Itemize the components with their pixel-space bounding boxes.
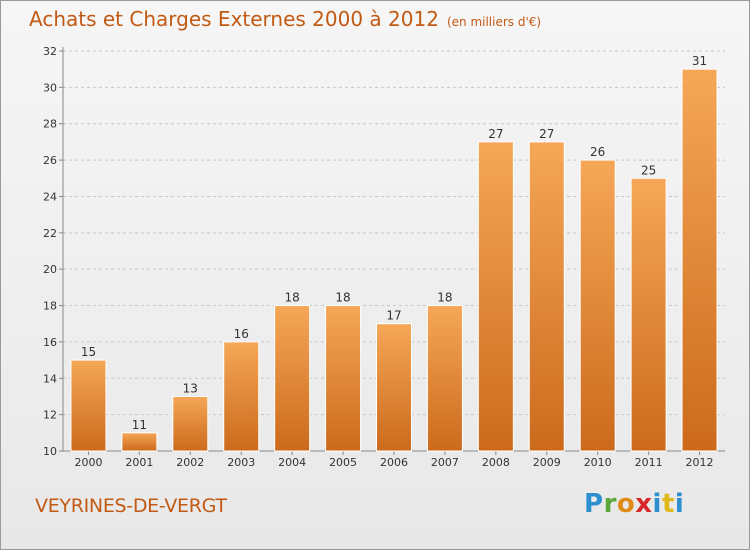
- y-tick-label: 32: [43, 45, 57, 58]
- bar-2005: [325, 305, 362, 452]
- bar-2003: [223, 341, 260, 452]
- data-label-2003: 16: [234, 327, 249, 341]
- x-tick-label: 2004: [278, 456, 306, 469]
- bars: [70, 68, 718, 452]
- bar-2010: [579, 159, 616, 452]
- bar-2004: [274, 305, 311, 452]
- y-tick-label: 10: [43, 445, 57, 458]
- x-tick-label: 2012: [686, 456, 714, 469]
- data-label-2011: 25: [641, 163, 656, 177]
- y-tick-label: 18: [43, 300, 57, 313]
- chart-title: Achats et Charges Externes 2000 à 2012 (e…: [29, 7, 541, 31]
- bar-2000: [70, 359, 107, 452]
- y-tick-label: 22: [43, 227, 57, 240]
- y-tick-label: 14: [43, 372, 57, 385]
- data-label-2002: 13: [183, 381, 198, 395]
- x-tick-label: 2008: [482, 456, 510, 469]
- title-main: Achats et Charges Externes 2000 à 2012: [29, 7, 439, 31]
- data-labels: 15 11 13 16 18 18 17 18 27 27 26 25 31: [81, 54, 707, 432]
- data-label-2004: 18: [285, 291, 300, 305]
- y-tick-label: 28: [43, 118, 57, 131]
- data-label-2008: 27: [488, 127, 503, 141]
- y-tick-label: 16: [43, 336, 57, 349]
- x-tick-label: 2001: [125, 456, 153, 469]
- data-label-2007: 18: [437, 291, 452, 305]
- data-label-2005: 18: [335, 291, 350, 305]
- logo-letter: t: [661, 489, 675, 519]
- logo-letter: P: [584, 489, 604, 519]
- y-tick-label: 24: [43, 190, 57, 203]
- bar-2009: [528, 141, 565, 452]
- location-name: VEYRINES-DE-VERGT: [35, 495, 227, 517]
- x-tick-label: 2011: [635, 456, 663, 469]
- data-label-2012: 31: [692, 54, 707, 68]
- bar-2012: [681, 68, 718, 452]
- data-label-2001: 11: [132, 418, 147, 432]
- x-tick-label: 2007: [431, 456, 459, 469]
- data-label-2000: 15: [81, 345, 96, 359]
- data-label-2009: 27: [539, 127, 554, 141]
- proxiti-logo[interactable]: Proxiti: [584, 489, 684, 519]
- x-tick-label: 2003: [227, 456, 255, 469]
- bar-2001: [121, 432, 158, 452]
- x-tick-label: 2005: [329, 456, 357, 469]
- data-label-2010: 26: [590, 145, 605, 159]
- x-tick-label: 2006: [380, 456, 408, 469]
- logo-letter: x: [635, 489, 653, 519]
- x-tick-label: 2010: [584, 456, 612, 469]
- y-tick-label: 30: [43, 81, 57, 94]
- y-tick-label: 20: [43, 263, 57, 276]
- bar-2002: [172, 395, 209, 452]
- logo-letter: r: [603, 489, 617, 519]
- x-tick-label: 2000: [74, 456, 102, 469]
- bar-2006: [376, 323, 412, 452]
- logo-letter: o: [616, 489, 636, 519]
- data-label-2006: 17: [386, 309, 401, 323]
- x-tick-label: 2009: [533, 456, 561, 469]
- bar-2007: [426, 305, 463, 452]
- bar-2008: [477, 141, 514, 452]
- logo-letter: i: [652, 489, 662, 519]
- bar-2011: [630, 177, 667, 452]
- title-unit: (en milliers d'€): [446, 15, 542, 29]
- y-tick-label: 26: [43, 154, 57, 167]
- logo-letter: i: [674, 489, 685, 519]
- x-tick-label: 2002: [176, 456, 204, 469]
- y-tick-label: 12: [43, 409, 57, 422]
